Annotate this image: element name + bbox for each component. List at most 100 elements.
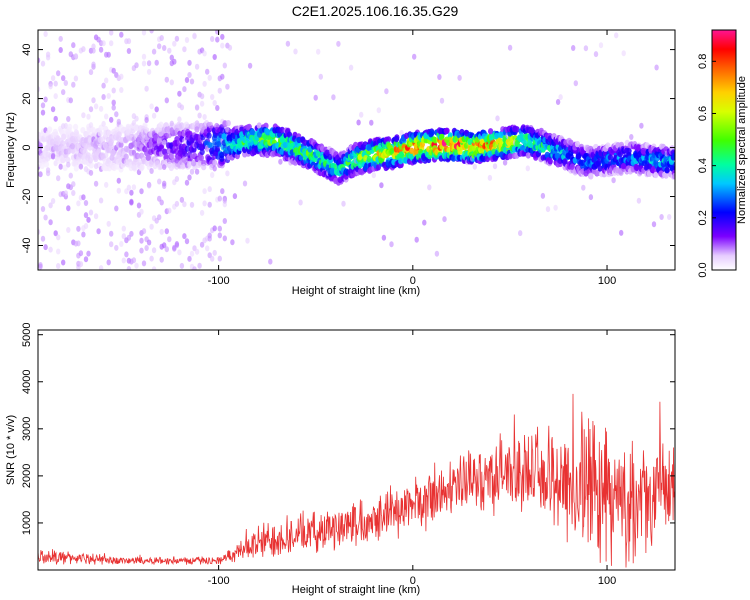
spectrogram-cell bbox=[264, 128, 270, 135]
spectrogram-noise-cell bbox=[68, 172, 74, 179]
spectrogram-noise-cell bbox=[126, 266, 132, 270]
spectrogram-noise-cell bbox=[66, 161, 71, 168]
spectrogram-noise-cell bbox=[106, 259, 111, 266]
spectrogram-noise-cell bbox=[298, 199, 303, 206]
colorbar-tick-label: 0.4 bbox=[697, 158, 709, 173]
spectrogram-noise-cell bbox=[43, 96, 48, 103]
spectrogram-cell bbox=[67, 123, 73, 131]
spectrogram-cell bbox=[439, 133, 445, 140]
spectrogram-noise-cell bbox=[487, 174, 493, 181]
spectrogram-noise-cell bbox=[341, 200, 346, 207]
spectrogram-cell bbox=[201, 163, 207, 171]
spectrogram-noise-cell bbox=[63, 122, 68, 129]
spectrogram-noise-cell bbox=[184, 238, 190, 245]
spectrogram-cell bbox=[488, 128, 494, 135]
spectrogram-noise-cell bbox=[91, 43, 96, 50]
spectrogram-noise-cell bbox=[164, 228, 169, 235]
spectrogram-noise-cell bbox=[146, 60, 152, 67]
spectrogram-cell bbox=[443, 127, 449, 135]
spectrogram-noise-cell bbox=[162, 242, 167, 249]
spectrogram-noise-cell bbox=[611, 177, 616, 184]
spectrogram-noise-cell bbox=[174, 200, 180, 207]
spectrogram-noise-cell bbox=[182, 233, 187, 240]
spectrogram-cell bbox=[194, 126, 200, 133]
spectrogram-noise-cell bbox=[207, 235, 212, 242]
spectrogram-noise-cell bbox=[121, 233, 127, 240]
spectrogram-noise-cell bbox=[179, 262, 185, 269]
spectrogram-cell bbox=[47, 126, 53, 133]
y-tick-label: 5000 bbox=[21, 322, 33, 346]
spectrogram-noise-cell bbox=[442, 216, 447, 223]
x-tick-label: -100 bbox=[208, 275, 230, 287]
spectrogram-cell bbox=[69, 143, 76, 150]
spectrogram-noise-cell bbox=[202, 188, 207, 195]
colorbar-ticks: 0.0 0.2 0.4 0.6 0.8 bbox=[697, 54, 716, 278]
spectrogram-noise-cell bbox=[88, 122, 94, 129]
spectrogram-noise-cell bbox=[210, 36, 215, 42]
spectrogram-noise-cell bbox=[207, 74, 212, 81]
spectrogram-noise-cell bbox=[202, 114, 207, 120]
spectrogram-panel: -100 0 100 -40 -20 0 20 40 Height of straight … bbox=[5, 29, 676, 297]
spectrogram-noise-cell bbox=[202, 50, 207, 57]
spectrogram-cell bbox=[357, 162, 363, 169]
spectrogram-cell bbox=[221, 133, 227, 140]
spectrogram-noise-cell bbox=[184, 37, 190, 43]
spectrogram-noise-cell bbox=[217, 87, 222, 94]
spectrogram-noise-cell bbox=[381, 234, 387, 241]
spectrogram-noise-cell bbox=[91, 47, 96, 54]
spectrogram-noise-cell bbox=[651, 221, 657, 228]
colorbar: 0.0 0.2 0.4 0.6 0.8 Normalized spectral ampl… bbox=[697, 29, 748, 278]
spectrogram-noise-cell bbox=[101, 94, 106, 100]
spectrogram-noise-cell bbox=[399, 129, 404, 136]
snr-panel: -100 0 100 1000 2000 3000 4000 5000 Height of … bbox=[5, 322, 676, 596]
spectrogram-noise-cell bbox=[507, 44, 513, 51]
spectrogram-noise-cell bbox=[141, 228, 147, 235]
spectrogram-noise-cell bbox=[571, 45, 576, 51]
spectrogram-noise-cell bbox=[61, 89, 66, 96]
spectrogram-noise-cell bbox=[172, 40, 177, 47]
spectrogram-cell bbox=[90, 126, 96, 133]
spectrogram-noise-cell bbox=[101, 40, 106, 47]
spectrogram-noise-cell bbox=[187, 72, 192, 78]
spectrogram-noise-cell bbox=[40, 102, 46, 109]
spectrogram-cell bbox=[85, 152, 91, 159]
spectrogram-cell bbox=[286, 131, 293, 138]
spectrogram-noise-cell bbox=[45, 51, 51, 58]
spectrogram-noise-cell bbox=[371, 172, 376, 179]
spectrogram-noise-cell bbox=[53, 230, 58, 237]
spectrogram-noise-cell bbox=[146, 182, 152, 189]
spectrogram-noise-cell bbox=[50, 152, 56, 159]
spectrogram-cell bbox=[43, 161, 50, 168]
spectrogram-noise-cell bbox=[40, 109, 46, 116]
spectrogram-noise-cell bbox=[86, 216, 91, 223]
spectrogram-noise-cell bbox=[164, 97, 169, 104]
spectrogram-noise-cell bbox=[76, 200, 81, 207]
spectrogram-noise-cell bbox=[654, 64, 659, 71]
spectrogram-cell bbox=[114, 163, 120, 170]
spectrogram-noise-cell bbox=[119, 73, 124, 80]
spectrogram-noise-cell bbox=[131, 120, 137, 126]
spectrogram-noise-cell bbox=[96, 228, 101, 235]
spectrogram-noise-cell bbox=[422, 219, 427, 226]
spectrogram-noise-cell bbox=[56, 234, 61, 241]
spectrogram-noise-cell bbox=[162, 180, 167, 187]
spectrogram-noise-cell bbox=[629, 134, 634, 140]
spectrogram-noise-cell bbox=[66, 205, 71, 212]
spectrogram-noise-cell bbox=[583, 45, 589, 52]
spectrogram-noise-cell bbox=[336, 40, 341, 47]
spectrogram-noise-cell bbox=[126, 48, 132, 54]
spectrogram-noise-cell bbox=[174, 241, 180, 247]
spectrogram-noise-cell bbox=[131, 257, 137, 264]
spectrogram-noise-cell bbox=[53, 160, 58, 167]
spectrogram-noise-cell bbox=[78, 250, 84, 257]
bottom-x-axis: -100 0 100 bbox=[208, 330, 616, 587]
spectrogram-noise-cell bbox=[93, 103, 99, 110]
spectrogram-noise-cell bbox=[217, 232, 222, 239]
spectrogram-cell bbox=[525, 152, 531, 159]
spectrogram-cell bbox=[198, 154, 205, 162]
spectrogram-noise-cell bbox=[43, 31, 48, 37]
x-tick-label: 0 bbox=[410, 275, 416, 287]
spectrogram-cell bbox=[378, 157, 384, 164]
spectrogram-cell bbox=[279, 135, 285, 143]
spectrogram-cell bbox=[73, 165, 79, 172]
